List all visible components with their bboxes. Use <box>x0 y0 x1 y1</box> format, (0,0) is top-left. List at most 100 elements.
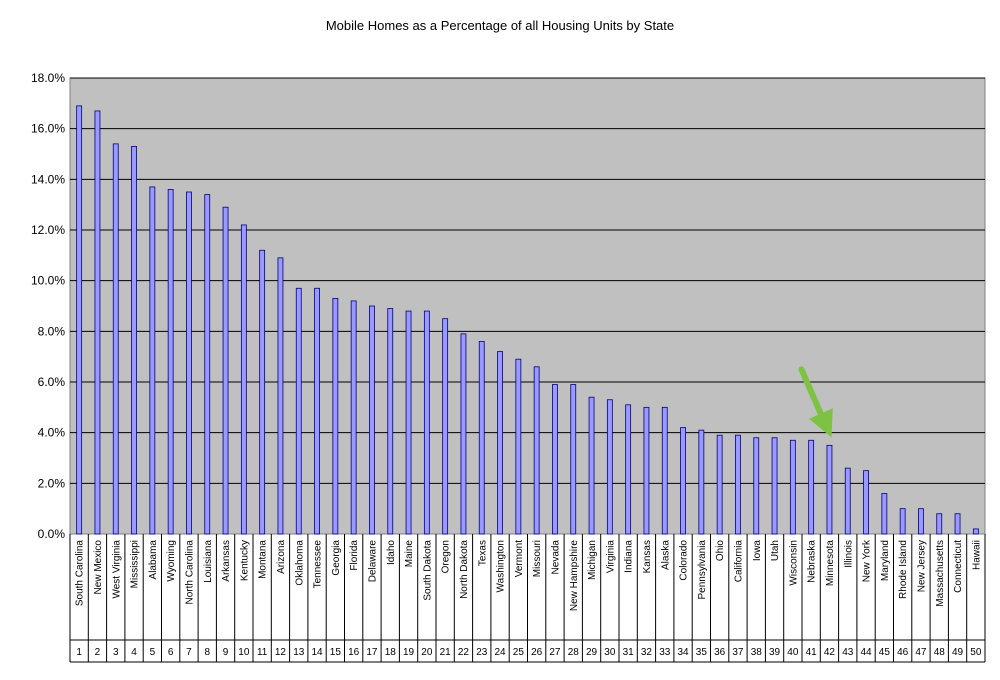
rank-label: 29 <box>586 647 598 658</box>
rank-label: 35 <box>696 647 708 658</box>
bar <box>442 318 449 535</box>
y-tick-label: 18.0% <box>31 71 65 85</box>
y-tick-label: 16.0% <box>31 122 65 136</box>
x-category-label: Illinois <box>843 540 854 568</box>
rank-label: 39 <box>769 647 781 658</box>
bar <box>460 333 467 535</box>
bar <box>643 406 650 535</box>
rank-label: 25 <box>513 647 525 658</box>
bar <box>936 513 943 535</box>
bar <box>844 467 851 535</box>
x-category-label: Wyoming <box>166 540 177 582</box>
x-category-label: New Hampshire <box>569 540 580 612</box>
rank-label: 5 <box>150 647 156 658</box>
highlight-arrow-shaft <box>798 366 825 419</box>
y-tick-label: 10.0% <box>31 274 65 288</box>
x-category-label: Colorado <box>679 540 690 581</box>
bar <box>478 341 485 535</box>
bar <box>94 110 101 535</box>
rank-label: 9 <box>223 647 229 658</box>
rank-label: 30 <box>604 647 616 658</box>
rank-label: 2 <box>95 647 101 658</box>
rank-label: 14 <box>311 647 323 658</box>
bar <box>570 384 577 535</box>
bar <box>314 287 320 535</box>
x-category-label: Florida <box>349 540 360 571</box>
bar <box>350 300 357 535</box>
x-category-label: Ohio <box>715 540 726 562</box>
rank-label: 22 <box>458 647 470 658</box>
bar <box>497 351 503 535</box>
x-category-label: Arizona <box>276 540 287 574</box>
x-category-label: Rhode Island <box>898 540 909 599</box>
bar <box>661 406 668 535</box>
y-tick-label: 12.0% <box>31 223 65 237</box>
rank-label: 20 <box>421 647 433 658</box>
x-category-label: Tennessee <box>313 540 324 589</box>
bar <box>222 206 229 535</box>
y-tick-label: 14.0% <box>31 172 65 186</box>
x-category-label: Nebraska <box>807 540 818 583</box>
bar <box>186 191 192 535</box>
rank-label: 37 <box>732 647 744 658</box>
x-category-label: Washington <box>496 540 507 592</box>
x-category-label: South Dakota <box>422 540 433 601</box>
rank-label: 45 <box>879 647 891 658</box>
x-category-label: Alaska <box>660 540 671 570</box>
bar <box>277 257 284 535</box>
rank-label: 41 <box>806 647 818 658</box>
bar <box>606 399 613 535</box>
y-tick-label: 6.0% <box>38 375 66 389</box>
x-category-label: Massachusetts <box>935 540 946 607</box>
x-category-label: Montana <box>258 540 269 579</box>
x-category-label: Indiana <box>624 540 635 573</box>
bar <box>387 308 394 535</box>
x-category-label: Pennsylvania <box>697 540 708 600</box>
x-category-label: Connecticut <box>953 540 964 593</box>
bar <box>423 310 430 535</box>
x-category-label: Kentucky <box>239 540 250 581</box>
x-category-label: Kansas <box>642 540 653 573</box>
bar <box>240 224 247 535</box>
y-tick-label: 2.0% <box>38 476 66 490</box>
rank-label: 26 <box>531 647 543 658</box>
bar <box>789 439 796 535</box>
rank-label: 50 <box>970 647 982 658</box>
plot-area: 0.0% 2.0% 4.0% 6.0% 8.0% 10.0% 12.0% 14.0% 16.0%… <box>31 71 986 663</box>
rank-label: 16 <box>348 647 360 658</box>
bar <box>259 249 266 535</box>
rank-label: 46 <box>897 647 909 658</box>
x-category-label: Nevada <box>550 540 561 575</box>
rank-label: 13 <box>293 647 305 658</box>
rank-label: 6 <box>168 647 174 658</box>
rank-label: 4 <box>131 647 137 658</box>
rank-label: 8 <box>204 647 210 658</box>
x-category-label: Missouri <box>532 540 543 577</box>
chart-title: Mobile Homes as a Percentage of all Hous… <box>325 18 675 33</box>
highlight-arrow-head <box>809 408 833 438</box>
rank-label: 28 <box>568 647 580 658</box>
x-category-label: Wisconsin <box>788 540 799 586</box>
rank-label: 43 <box>842 647 854 658</box>
rank-label: 11 <box>257 647 268 658</box>
x-category-label: Alabama <box>148 540 159 580</box>
x-category-label: Idaho <box>386 540 397 565</box>
x-category-label: Georgia <box>331 540 342 576</box>
x-category-label: New York <box>862 539 873 582</box>
rank-label: 44 <box>860 647 872 658</box>
rank-label: 1 <box>76 647 82 658</box>
rank-label: 31 <box>623 647 635 658</box>
bar <box>588 396 595 535</box>
bar <box>552 384 558 535</box>
bar <box>698 429 705 535</box>
rank-label: 33 <box>659 647 671 658</box>
x-category-label: Minnesota <box>825 540 836 587</box>
bar <box>972 528 979 535</box>
rank-label: 21 <box>440 647 452 658</box>
bar <box>167 189 174 535</box>
rank-label: 15 <box>330 647 342 658</box>
y-tick-label: 4.0% <box>38 426 66 440</box>
bar <box>332 297 339 535</box>
bar <box>899 508 906 535</box>
